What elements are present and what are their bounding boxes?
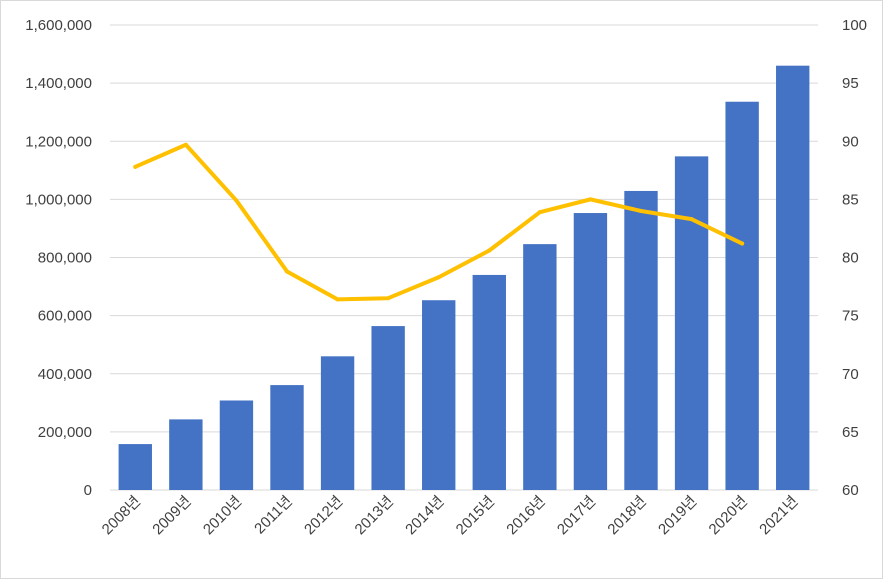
y-tick-label: 400,000 bbox=[38, 366, 92, 383]
y2-tick-label: 80 bbox=[842, 250, 859, 267]
bar bbox=[118, 444, 152, 490]
bar bbox=[472, 274, 506, 490]
line-point bbox=[436, 275, 441, 280]
line-point bbox=[588, 197, 593, 202]
bar bbox=[573, 213, 608, 491]
line-point bbox=[183, 142, 188, 147]
y-tick-label: 1,000,000 bbox=[25, 191, 92, 208]
line-point bbox=[689, 217, 694, 222]
y2-tick-label: 60 bbox=[842, 482, 859, 499]
y2-tick-label: 90 bbox=[842, 133, 859, 150]
line-point bbox=[133, 164, 138, 169]
y2-tick-label: 75 bbox=[842, 308, 859, 325]
line-point bbox=[234, 198, 239, 203]
y-tick-label: 1,200,000 bbox=[25, 133, 92, 150]
bar bbox=[320, 356, 355, 490]
y-tick-label: 1,600,000 bbox=[25, 17, 92, 34]
bar bbox=[674, 156, 709, 491]
line-point bbox=[639, 209, 643, 213]
bar bbox=[371, 326, 405, 490]
bar bbox=[219, 400, 254, 490]
bar bbox=[624, 190, 658, 490]
y-axis-right: 60 65 70 75 80 85 90 95 100 bbox=[842, 17, 867, 499]
line-point bbox=[487, 248, 492, 253]
bar bbox=[776, 65, 810, 490]
bar bbox=[270, 385, 304, 490]
line-point bbox=[335, 297, 340, 302]
y2-tick-label: 65 bbox=[842, 424, 859, 441]
y-axis-left: 0 200,000 400,000 600,000 800,000 1,000,000 1,… bbox=[25, 17, 92, 499]
bar bbox=[169, 419, 203, 490]
bar-series bbox=[118, 65, 810, 491]
bar bbox=[422, 300, 456, 490]
line-point bbox=[285, 269, 289, 274]
line-series bbox=[133, 142, 745, 302]
y-tick-label: 0 bbox=[84, 482, 92, 499]
y-tick-label: 200,000 bbox=[38, 424, 92, 441]
bar bbox=[725, 101, 759, 490]
y-tick-label: 1,400,000 bbox=[25, 75, 92, 92]
bar bbox=[523, 244, 557, 490]
line-point bbox=[537, 210, 542, 215]
line-point bbox=[740, 241, 745, 246]
y2-tick-label: 70 bbox=[842, 366, 859, 383]
y2-tick-label: 95 bbox=[842, 75, 859, 92]
y2-tick-label: 100 bbox=[842, 17, 867, 34]
y2-tick-label: 85 bbox=[842, 191, 859, 208]
line-point bbox=[386, 296, 391, 301]
y-tick-label: 800,000 bbox=[38, 250, 92, 267]
y-tick-label: 600,000 bbox=[38, 308, 92, 325]
